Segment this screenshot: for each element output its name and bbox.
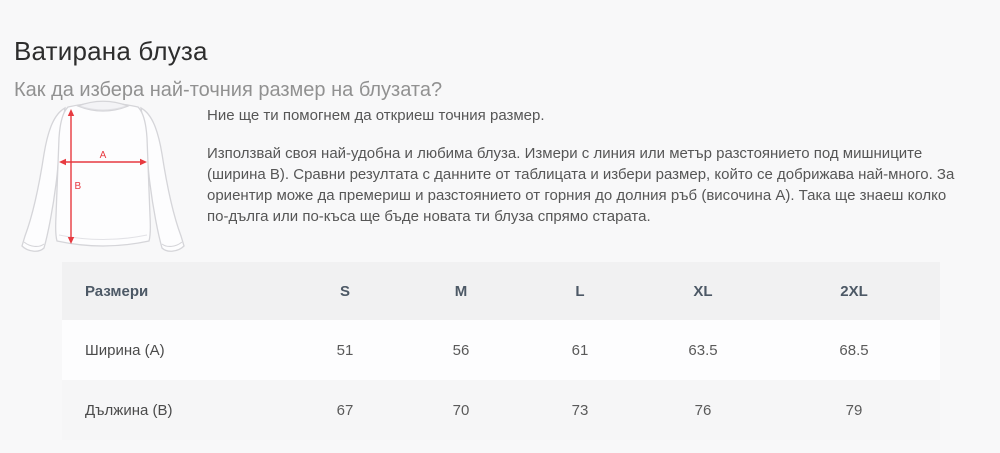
size-col-l: L	[575, 282, 585, 300]
size-col-s: S	[339, 282, 350, 300]
page-subtitle: Как да избера най-точния размер на блуза…	[14, 78, 443, 101]
intro-line: Ние ще ти помогнем да откриеш точния раз…	[207, 107, 545, 124]
size-table: Размери S M L XL 2XL Ширина (A) 51 56 61…	[62, 262, 940, 440]
height-arrow-label: B	[75, 181, 82, 192]
length-value-l: 73	[571, 401, 589, 419]
table-row-length: Дължина (B) 67 70 73 76 79	[62, 380, 940, 440]
length-value-m: 70	[452, 401, 470, 419]
shirt-torso	[55, 102, 151, 247]
shirt-left-sleeve	[21, 106, 66, 252]
intro-paragraph: Използвай своя най-удобна и любима блуза…	[207, 145, 955, 225]
width-arrow	[59, 158, 147, 166]
page-title: Ватирана блуза	[14, 36, 208, 67]
width-value-l: 61	[571, 341, 589, 359]
shirt-left-cuff-seam	[23, 241, 45, 247]
shirt-right-cuff-seam	[161, 241, 183, 247]
shirt-hem-seam	[58, 234, 148, 241]
size-col-m: M	[454, 282, 468, 300]
length-value-2xl: 79	[845, 401, 863, 419]
size-table-title: Размери	[85, 282, 149, 300]
length-value-s: 67	[336, 401, 354, 419]
row-label-length: Дължина (B)	[85, 401, 173, 419]
intro-text-block: Ние ще ти помогнем да откриеш точния раз…	[207, 105, 963, 227]
length-value-xl: 76	[694, 401, 712, 419]
shirt-right-sleeve	[140, 106, 185, 252]
shirt-size-diagram: A B	[8, 96, 200, 256]
width-value-s: 51	[336, 341, 354, 359]
width-arrow-label: A	[100, 150, 107, 161]
shirt-collar-inner-seam	[80, 106, 126, 111]
height-arrow	[67, 109, 75, 244]
row-label-width: Ширина (A)	[85, 341, 165, 359]
width-value-2xl: 68.5	[839, 341, 869, 359]
shirt-diagram-svg: A B	[21, 100, 185, 252]
size-col-2xl: 2XL	[840, 282, 868, 300]
width-value-m: 56	[452, 341, 470, 359]
size-col-xl: XL	[693, 282, 713, 300]
size-table-header-row: Размери S M L XL 2XL	[62, 262, 940, 320]
table-row-width: Ширина (A) 51 56 61 63.5 68.5	[62, 320, 940, 380]
width-value-xl: 63.5	[688, 341, 718, 359]
